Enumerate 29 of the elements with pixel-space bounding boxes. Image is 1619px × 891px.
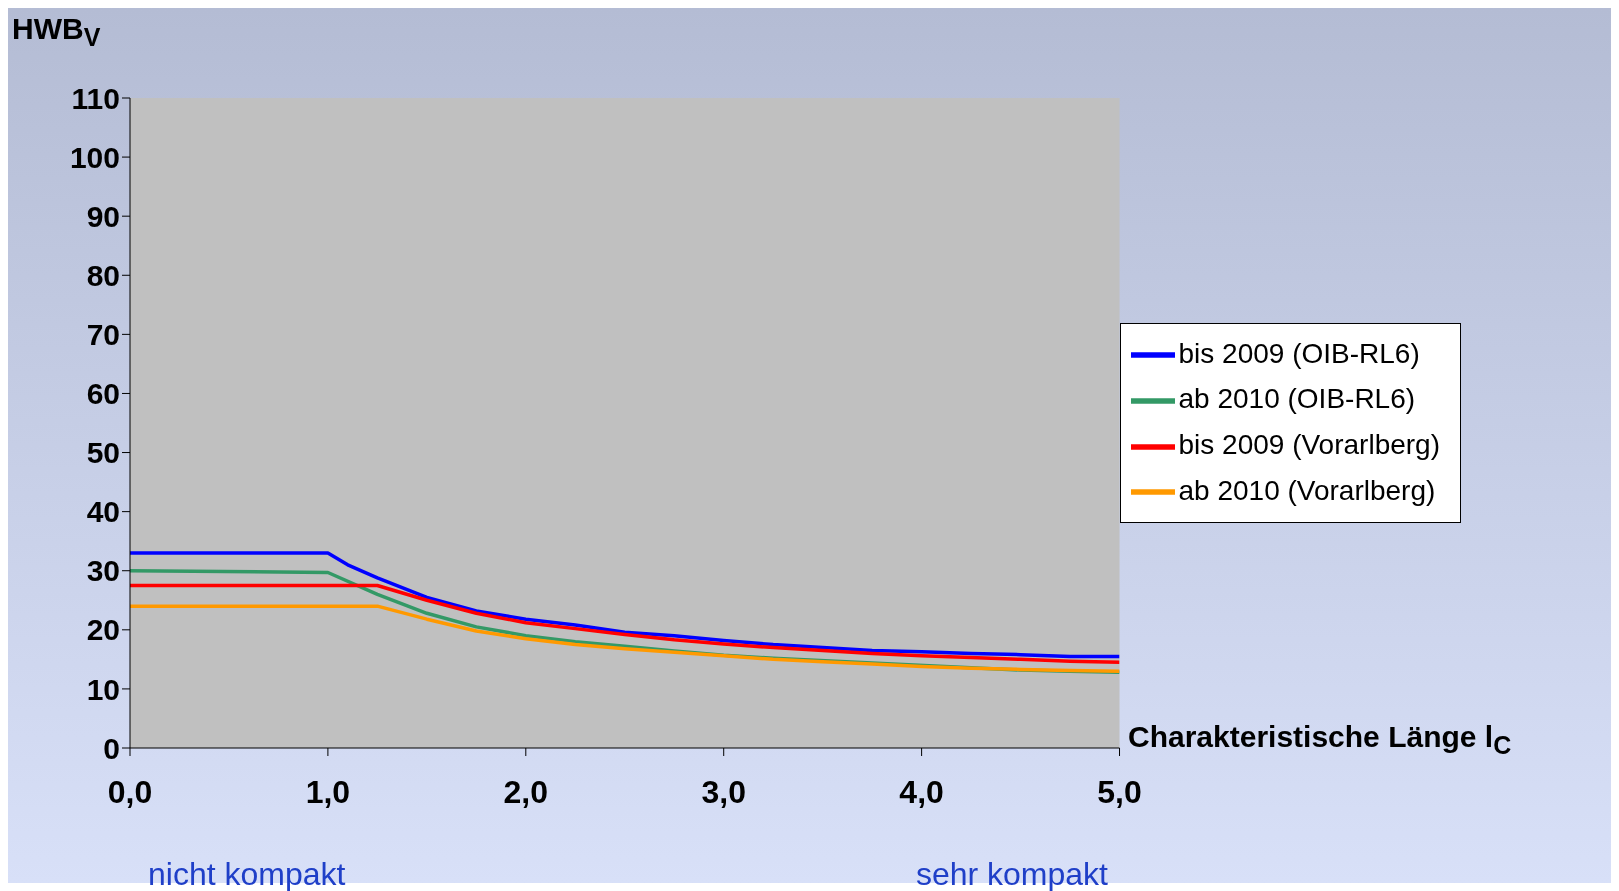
y-tick-label: 80 bbox=[86, 258, 120, 292]
line-series bbox=[130, 551, 1120, 659]
x-axis-title: Charakteristische Länge l$_{C}$ bbox=[1128, 720, 1512, 760]
y-tick-label: 100 bbox=[69, 140, 120, 174]
y-tick-label: 50 bbox=[86, 436, 120, 470]
legend-label: ab 2010 (OIB-RL6) bbox=[1178, 383, 1416, 415]
text: nicht kompakt bbox=[148, 856, 346, 891]
x-tick-label: 4,0 bbox=[899, 773, 944, 810]
legend-label: ab 2010 (Vorarlberg) bbox=[1178, 474, 1436, 506]
y-tick-label: 70 bbox=[86, 318, 120, 352]
y-tick-label: 10 bbox=[86, 672, 120, 706]
line-series bbox=[130, 604, 1120, 673]
x-tick-label: 5,0 bbox=[1097, 773, 1142, 810]
y-tick-label: 90 bbox=[86, 199, 120, 233]
y-tick-label: 20 bbox=[86, 613, 120, 647]
y-tick-label: 30 bbox=[86, 554, 120, 588]
legend-label: bis 2009 (OIB-RL6) bbox=[1178, 337, 1420, 369]
x-tick-label: 2,0 bbox=[503, 773, 549, 810]
x-tick-label: 1,0 bbox=[305, 773, 351, 810]
y-tick-label: 60 bbox=[86, 377, 120, 411]
y-tick-label: 110 bbox=[71, 81, 120, 115]
legend-label: bis 2009 (Vorarlberg) bbox=[1178, 429, 1440, 460]
text: sehr kompakt bbox=[915, 856, 1108, 891]
y-axis-title: HWB$_{V}$ bbox=[12, 12, 101, 52]
x-tick-label: 0,0 bbox=[107, 773, 153, 810]
y-tick-label: 40 bbox=[86, 495, 120, 529]
line-series bbox=[130, 583, 1120, 665]
x-tick-label: 3,0 bbox=[701, 773, 746, 810]
y-tick-label: 0 bbox=[103, 731, 120, 765]
